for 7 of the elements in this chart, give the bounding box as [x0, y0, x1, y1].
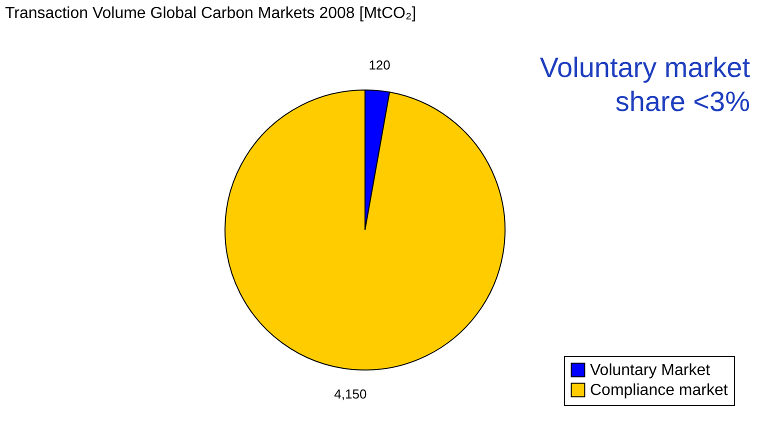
data-label: 120	[368, 58, 390, 73]
legend-label: Compliance market	[590, 382, 728, 399]
chart-title: Transaction Volume Global Carbon Markets 2008 [MtCO₂]	[5, 5, 416, 22]
text: Voluntary market share <3%	[540, 52, 750, 117]
pie-slice	[224, 90, 506, 370]
legend-label: Voluntary Market	[590, 362, 711, 379]
data-label: 4,150	[334, 386, 367, 402]
